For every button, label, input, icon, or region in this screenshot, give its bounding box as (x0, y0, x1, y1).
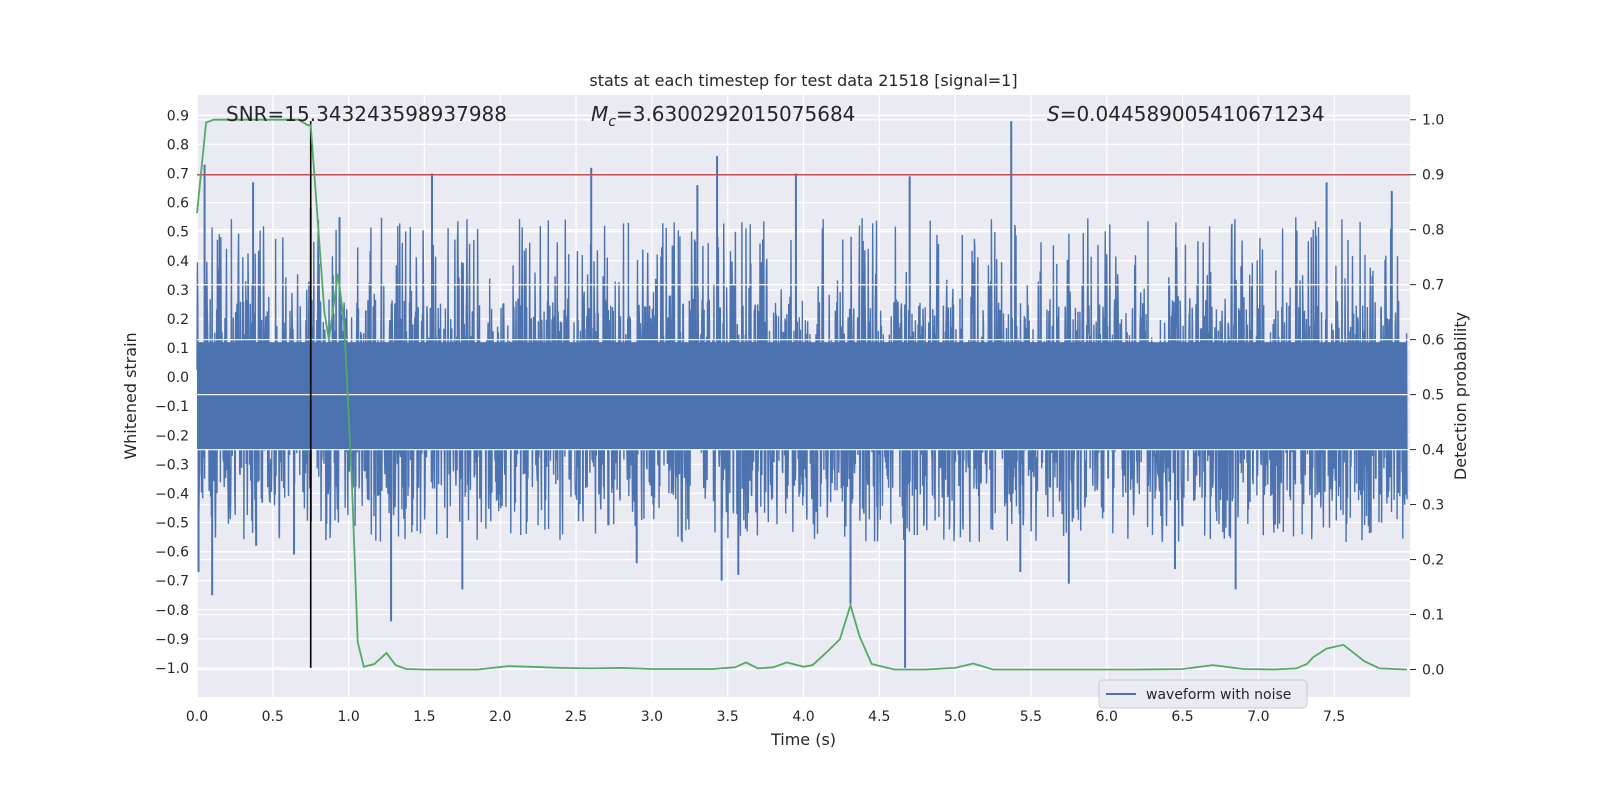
y-right-tick-label: 0.6 (1422, 333, 1444, 349)
x-tick-label: 6.5 (1171, 709, 1193, 725)
chirp-mass-subscript: c (608, 114, 616, 130)
y-tick-label: 0.2 (167, 312, 189, 328)
y-tick-label: −0.3 (155, 457, 189, 473)
x-tick-label: 0.0 (186, 709, 208, 725)
y-axis-label: Whitened strain (121, 332, 140, 459)
waveform-line (196, 217, 1408, 543)
y-tick-label: 0.6 (167, 196, 189, 212)
x-tick-label: 4.0 (792, 709, 814, 725)
y-tick-label: −0.2 (155, 428, 189, 444)
x-tick-label: 7.5 (1323, 709, 1345, 725)
chart-title: stats at each timestep for test data 215… (589, 71, 1017, 90)
chirp-mass-value: =3.6300292015075684 (616, 102, 855, 126)
y-tick-label: −0.7 (155, 574, 189, 590)
waveform-core-band (197, 342, 1407, 450)
y-tick-label: 0.9 (167, 108, 189, 124)
y-tick-label: −0.9 (155, 632, 189, 648)
snr-annotation: SNR=15.343243598937988 (226, 102, 507, 126)
x-tick-label: 6.0 (1096, 709, 1118, 725)
waveform-series (196, 121, 1408, 668)
y-right-tick-label: 1.0 (1422, 113, 1444, 129)
x-tick-label: 7.0 (1247, 709, 1269, 725)
y-right-tick-label: 0.5 (1422, 388, 1444, 404)
legend: waveform with noise (1098, 679, 1308, 709)
x-tick-label: 5.5 (1020, 709, 1042, 725)
overlay-layer (196, 118, 1410, 671)
legend-label-waveform: waveform with noise (1146, 687, 1291, 703)
y-right-tick-label: 0.8 (1422, 223, 1444, 239)
y-right-tick-label: 0.2 (1422, 553, 1444, 569)
y-tick-label: −0.8 (155, 603, 189, 619)
x-tick-label: 5.0 (944, 709, 966, 725)
chirp-mass-symbol: M (591, 102, 608, 126)
y-right-tick-label: 0.4 (1422, 443, 1444, 459)
tick-layer: 0.0 0.5 1.0 1.5 2.0 2.5 3.0 3.5 4.0 4.5 5.0 5.5 6.0 6… (155, 108, 1444, 725)
y-tick-label: −0.1 (155, 399, 189, 415)
y-tick-label: 0.8 (167, 137, 189, 153)
y-tick-label: 0.5 (167, 225, 189, 241)
x-tick-label: 1.5 (413, 709, 435, 725)
s-annotation: S=0.044589005410671234 (1047, 102, 1325, 126)
y-right-tick-label: 0.3 (1422, 498, 1444, 514)
y-axis-label-right: Detection probability (1451, 312, 1470, 480)
y-tick-label: 0.1 (167, 341, 189, 357)
x-tick-label: 1.0 (337, 709, 359, 725)
y-right-tick-label: 0.0 (1422, 663, 1444, 679)
y-tick-label: 0.7 (167, 167, 189, 183)
y-tick-label: −0.6 (155, 545, 189, 561)
s-symbol: S (1047, 102, 1060, 126)
x-tick-label: 0.5 (262, 709, 284, 725)
x-tick-label: 4.5 (868, 709, 890, 725)
probability-line (196, 118, 1408, 671)
y-right-tick-label: 0.9 (1422, 168, 1444, 184)
y-right-tick-label: 0.7 (1422, 278, 1444, 294)
x-tick-label: 2.5 (565, 709, 587, 725)
y-tick-label: 0.0 (167, 370, 189, 386)
legend-box (1098, 679, 1308, 709)
y-tick-label: −1.0 (155, 661, 189, 677)
x-axis-label: Time (s) (770, 730, 836, 749)
y-tick-label: 0.4 (167, 254, 189, 270)
y-right-tick-label: 0.1 (1422, 608, 1444, 624)
y-tick-label: −0.5 (155, 516, 189, 532)
x-tick-label: 3.5 (717, 709, 739, 725)
x-tick-label: 3.0 (641, 709, 663, 725)
s-value: =0.044589005410671234 (1060, 102, 1325, 126)
chirp-mass-annotation: Mc=3.6300292015075684 (591, 102, 855, 130)
y-tick-label: 0.3 (167, 283, 189, 299)
y-tick-label: −0.4 (155, 486, 189, 502)
x-tick-label: 2.0 (489, 709, 511, 725)
